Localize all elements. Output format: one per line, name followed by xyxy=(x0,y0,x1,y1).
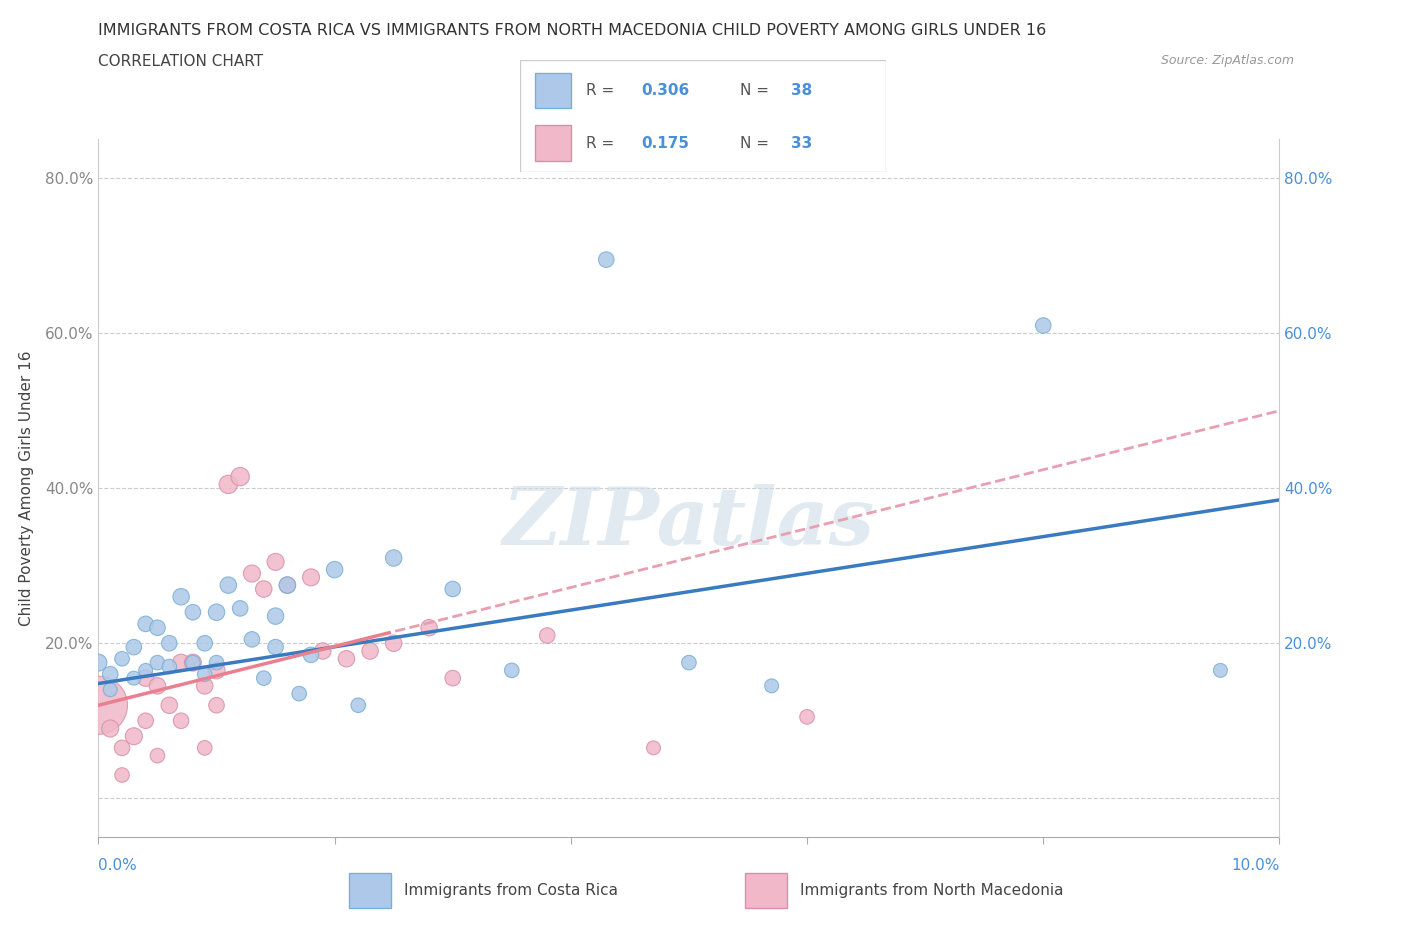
Point xyxy=(276,578,298,592)
Point xyxy=(264,640,287,655)
Point xyxy=(205,663,228,678)
Text: 0.175: 0.175 xyxy=(641,136,689,151)
Point xyxy=(146,748,169,763)
Text: CORRELATION CHART: CORRELATION CHART xyxy=(98,54,263,69)
Point xyxy=(217,578,239,592)
Point xyxy=(122,729,145,744)
Point xyxy=(194,740,217,755)
Point xyxy=(157,636,180,651)
Point xyxy=(418,620,440,635)
Point xyxy=(122,671,145,685)
Text: R =: R = xyxy=(586,83,614,98)
Point xyxy=(170,713,193,728)
Point xyxy=(229,601,252,616)
Point xyxy=(595,252,617,267)
Text: R =: R = xyxy=(586,136,614,151)
Point xyxy=(98,667,121,682)
Point xyxy=(157,698,180,712)
Point xyxy=(796,710,818,724)
Point xyxy=(323,562,346,577)
Point xyxy=(1209,663,1232,678)
Point xyxy=(217,477,239,492)
Point xyxy=(194,667,217,682)
Point xyxy=(135,713,157,728)
Point xyxy=(205,656,228,671)
Point xyxy=(312,644,335,658)
Point xyxy=(135,617,157,631)
Point xyxy=(87,656,110,671)
Point xyxy=(299,570,322,585)
Point xyxy=(157,659,180,674)
Point xyxy=(441,581,464,596)
Point xyxy=(240,632,263,647)
FancyBboxPatch shape xyxy=(534,126,571,161)
Point xyxy=(205,604,228,619)
Point xyxy=(359,644,381,658)
Point xyxy=(194,679,217,694)
Point xyxy=(335,651,357,666)
Point xyxy=(678,656,700,671)
Point xyxy=(111,767,134,782)
Point xyxy=(170,590,193,604)
Text: ZIPatlas: ZIPatlas xyxy=(503,485,875,562)
Point xyxy=(347,698,370,712)
Point xyxy=(181,656,204,671)
Point xyxy=(146,656,169,671)
Point xyxy=(253,581,276,596)
Point xyxy=(111,651,134,666)
Text: Immigrants from North Macedonia: Immigrants from North Macedonia xyxy=(800,883,1063,898)
Point xyxy=(299,647,322,662)
Point xyxy=(98,721,121,736)
Text: 0.306: 0.306 xyxy=(641,83,689,98)
Point xyxy=(181,604,204,619)
Point xyxy=(146,679,169,694)
Text: 0.0%: 0.0% xyxy=(98,857,138,872)
Text: 10.0%: 10.0% xyxy=(1232,857,1279,872)
Point xyxy=(122,640,145,655)
Point xyxy=(229,469,252,484)
Text: N =: N = xyxy=(740,83,769,98)
Point xyxy=(98,683,121,698)
Point xyxy=(87,698,110,712)
Point xyxy=(264,554,287,569)
Point xyxy=(288,686,311,701)
FancyBboxPatch shape xyxy=(745,872,787,909)
Text: Immigrants from Costa Rica: Immigrants from Costa Rica xyxy=(404,883,617,898)
Point xyxy=(135,663,157,678)
Point xyxy=(761,679,783,694)
Point xyxy=(181,656,204,671)
Point xyxy=(382,636,405,651)
Text: Source: ZipAtlas.com: Source: ZipAtlas.com xyxy=(1160,54,1294,67)
Point xyxy=(643,740,665,755)
Point xyxy=(194,636,217,651)
FancyBboxPatch shape xyxy=(520,60,886,172)
Point xyxy=(264,609,287,624)
Point xyxy=(536,628,558,643)
Point xyxy=(111,740,134,755)
Text: 38: 38 xyxy=(790,83,813,98)
Point xyxy=(240,566,263,581)
Point xyxy=(1032,318,1054,333)
Text: 33: 33 xyxy=(790,136,813,151)
FancyBboxPatch shape xyxy=(534,73,571,109)
Point xyxy=(276,578,298,592)
Text: N =: N = xyxy=(740,136,769,151)
Point xyxy=(441,671,464,685)
Point xyxy=(501,663,523,678)
FancyBboxPatch shape xyxy=(349,872,391,909)
Point xyxy=(135,671,157,685)
Point xyxy=(253,671,276,685)
Point xyxy=(170,656,193,671)
Point xyxy=(146,620,169,635)
Text: IMMIGRANTS FROM COSTA RICA VS IMMIGRANTS FROM NORTH MACEDONIA CHILD POVERTY AMON: IMMIGRANTS FROM COSTA RICA VS IMMIGRANTS… xyxy=(98,23,1046,38)
Point xyxy=(382,551,405,565)
Y-axis label: Child Poverty Among Girls Under 16: Child Poverty Among Girls Under 16 xyxy=(18,351,34,626)
Point xyxy=(205,698,228,712)
